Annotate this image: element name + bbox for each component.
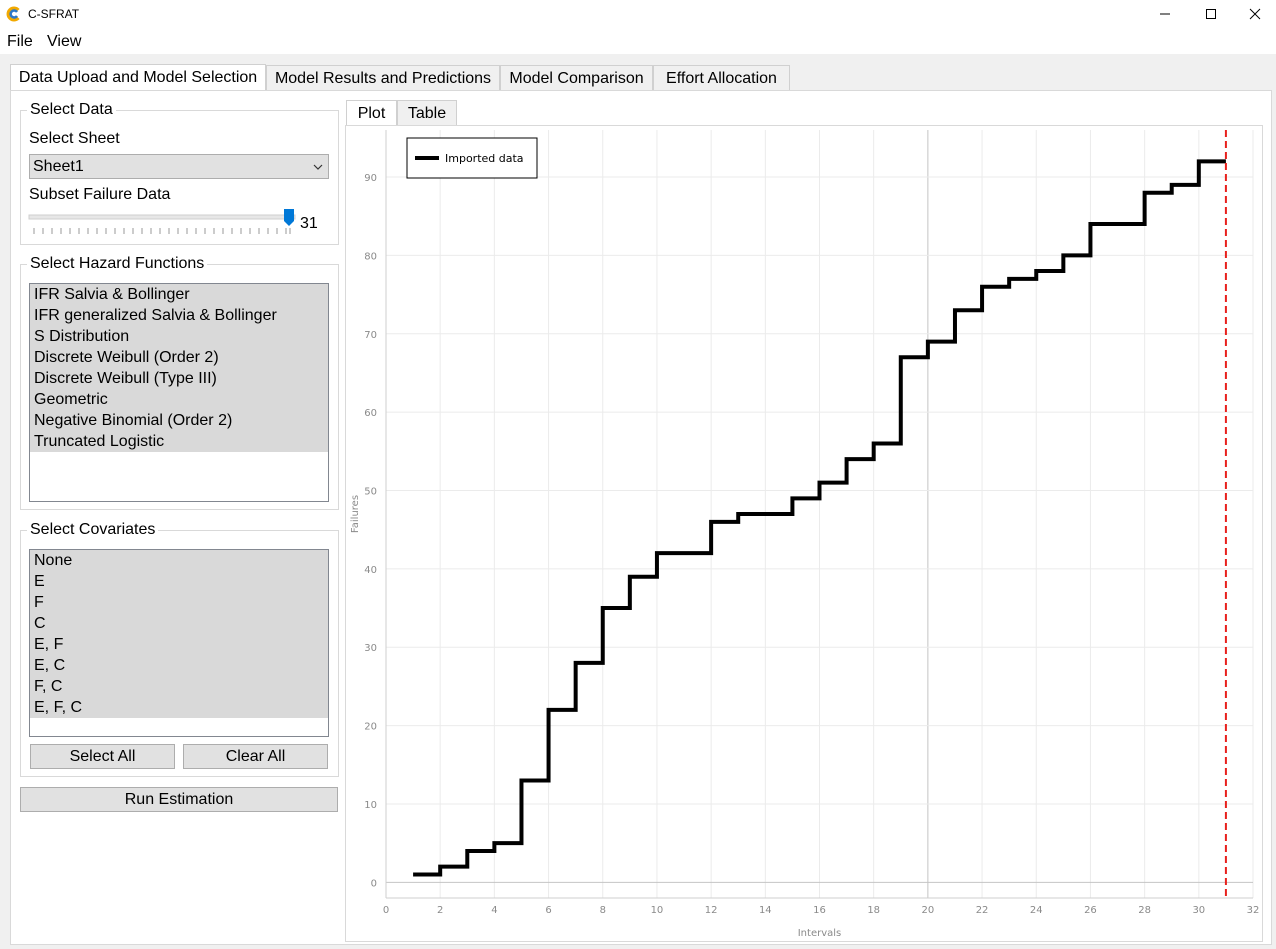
tab-effort-allocation[interactable]: Effort Allocation [653, 65, 790, 91]
y-tick-label: 10 [364, 800, 377, 811]
menu-file[interactable]: File [7, 33, 33, 50]
x-tick-label: 32 [1247, 905, 1260, 916]
x-tick-label: 14 [759, 905, 772, 916]
run-estimation-button[interactable]: Run Estimation [20, 787, 338, 812]
x-tick-label: 10 [651, 905, 664, 916]
slider-handle[interactable] [284, 209, 294, 226]
group-title: Select Hazard Functions [27, 255, 208, 273]
x-tick-label: 4 [491, 905, 497, 916]
clear-all-button[interactable]: Clear All [183, 744, 328, 769]
list-item[interactable]: Truncated Logistic [30, 431, 328, 452]
slider-ticks [33, 228, 291, 234]
imported-data-series [413, 159, 1226, 877]
x-tick-label: 26 [1084, 905, 1097, 916]
hazard-functions-list[interactable]: IFR Salvia & Bollinger IFR generalized S… [29, 283, 329, 502]
list-item[interactable]: Discrete Weibull (Order 2) [30, 347, 328, 368]
app-logo-icon [6, 6, 20, 22]
hazard-functions-group: Select Hazard Functions [20, 255, 339, 510]
y-tick-label: 40 [364, 565, 377, 576]
menu-view[interactable]: View [47, 33, 82, 50]
list-item[interactable]: S Distribution [30, 326, 328, 347]
title-bar: C-SFRAT [0, 0, 1276, 28]
x-tick-label: 0 [383, 905, 389, 916]
tab-table[interactable]: Table [397, 100, 457, 126]
covariates-list[interactable]: None E F C E, F E, C F, C E, F, C [29, 549, 329, 737]
list-item[interactable]: E, C [30, 655, 328, 676]
list-item[interactable]: IFR Salvia & Bollinger [30, 284, 328, 305]
x-tick-label: 30 [1192, 905, 1205, 916]
subset-value: 31 [300, 215, 318, 232]
x-tick-label: 2 [437, 905, 443, 916]
select-sheet-label: Select Sheet [29, 130, 120, 147]
failures-chart[interactable]: 0 2 4 6 8 10 12 14 16 18 20 22 24 26 28 30 3201020304050… [346, 126, 1264, 943]
y-tick-label: 30 [364, 643, 377, 654]
sheet-select-value: Sheet1 [33, 157, 84, 175]
sheet-select[interactable]: Sheet1 [29, 154, 329, 179]
x-tick-label: 22 [976, 905, 989, 916]
list-item[interactable]: IFR generalized Salvia & Bollinger [30, 305, 328, 326]
tab-data-upload[interactable]: Data Upload and Model Selection [10, 64, 266, 91]
window-title: C-SFRAT [28, 7, 80, 21]
x-tick-label: 28 [1138, 905, 1151, 916]
select-all-button[interactable]: Select All [30, 744, 175, 769]
x-tick-label: 24 [1030, 905, 1043, 916]
list-item[interactable]: E [30, 571, 328, 592]
x-tick-label: 16 [813, 905, 826, 916]
legend-label: Imported data [445, 152, 524, 165]
plot-area: 0 2 4 6 8 10 12 14 16 18 20 22 24 26 28 30 32 0 10 20 30 40 50… [345, 125, 1263, 942]
x-tick-label: 20 [922, 905, 935, 916]
list-item[interactable]: C [30, 613, 328, 634]
tab-plot[interactable]: Plot [346, 100, 397, 126]
subset-slider[interactable] [28, 208, 298, 238]
list-item[interactable]: E, F [30, 634, 328, 655]
x-tick-label: 6 [545, 905, 551, 916]
y-tick-label: 60 [364, 408, 377, 419]
list-item[interactable]: None [30, 550, 328, 571]
close-icon [1249, 8, 1261, 20]
subset-failure-label: Subset Failure Data [29, 186, 171, 203]
minimize-icon [1160, 13, 1170, 15]
list-item[interactable]: F, C [30, 676, 328, 697]
y-tick-label: 80 [364, 251, 377, 262]
tab-model-results[interactable]: Model Results and Predictions [266, 65, 500, 91]
covariates-group: Select Covariates [20, 521, 339, 777]
tab-model-comparison[interactable]: Model Comparison [500, 65, 653, 91]
close-button[interactable] [1232, 0, 1276, 28]
maximize-button[interactable] [1188, 0, 1234, 28]
x-tick-label: 8 [600, 905, 606, 916]
chevron-down-icon [313, 164, 323, 170]
x-axis-label: Intervals [798, 928, 842, 939]
x-tick-label: 18 [867, 905, 880, 916]
list-item[interactable]: Negative Binomial (Order 2) [30, 410, 328, 431]
y-tick-label: 90 [364, 173, 377, 184]
y-tick-label: 50 [364, 486, 377, 497]
list-item[interactable]: Geometric [30, 389, 328, 410]
minimize-button[interactable] [1142, 0, 1188, 28]
list-item[interactable]: Discrete Weibull (Type III) [30, 368, 328, 389]
menu-bar: File View [0, 28, 1276, 54]
group-title: Select Covariates [27, 521, 159, 539]
y-tick-label: 20 [364, 722, 377, 733]
y-axis-label: Failures [350, 495, 361, 533]
list-item[interactable]: F [30, 592, 328, 613]
maximize-icon [1206, 9, 1216, 19]
y-tick-label: 70 [364, 330, 377, 341]
y-tick-label: 0 [371, 878, 377, 889]
select-data-group: Select Data [20, 101, 339, 245]
group-title: Select Data [27, 101, 116, 119]
list-item[interactable]: E, F, C [30, 697, 328, 718]
x-tick-label: 12 [705, 905, 718, 916]
